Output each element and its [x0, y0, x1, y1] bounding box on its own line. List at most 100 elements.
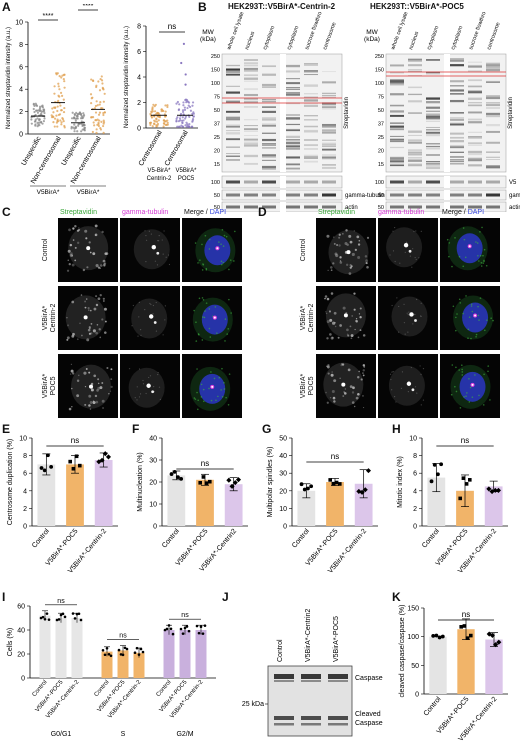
- band: [226, 118, 240, 121]
- band: [322, 166, 336, 169]
- data-point: [57, 85, 60, 88]
- lane-label: nucleus: [244, 31, 256, 51]
- data-point: [161, 109, 164, 112]
- data-point: [83, 128, 86, 131]
- band: [426, 193, 440, 197]
- band: [486, 141, 500, 144]
- data-point: [62, 77, 65, 81]
- band: [304, 70, 318, 72]
- speckle: [110, 378, 113, 381]
- band: [304, 180, 318, 184]
- data-point: [184, 73, 187, 76]
- data-point: [70, 127, 73, 130]
- speckle: [478, 260, 480, 262]
- data-point: [191, 120, 194, 123]
- data-point: [51, 107, 54, 110]
- speckle: [89, 327, 91, 330]
- band: [408, 149, 422, 151]
- data-point: [105, 647, 109, 650]
- data-point: [95, 131, 98, 134]
- data-point: [150, 111, 153, 114]
- band: [226, 124, 240, 127]
- y-tick-label: 8: [19, 42, 23, 49]
- speckle: [451, 364, 454, 366]
- band: [390, 80, 404, 82]
- speckle: [469, 386, 472, 389]
- band: [226, 64, 240, 67]
- data-point: [62, 98, 65, 101]
- speckle: [455, 329, 457, 332]
- band: [304, 160, 318, 163]
- lane-label: cytoplasm: [262, 25, 276, 51]
- mw-value: 20: [214, 149, 220, 155]
- cell-signal: [386, 227, 423, 268]
- speckle: [448, 255, 450, 258]
- data-point: [63, 86, 66, 89]
- speckle: [490, 317, 492, 320]
- band: [304, 84, 318, 87]
- band: [244, 62, 258, 65]
- speckle: [104, 262, 107, 265]
- speckle: [92, 329, 96, 333]
- speckle: [448, 242, 451, 244]
- band: [226, 85, 240, 87]
- y-tick-label: 0: [283, 524, 287, 531]
- band: [426, 131, 440, 134]
- speckle: [418, 257, 420, 259]
- data-point: [60, 109, 63, 112]
- data-point: [123, 646, 127, 650]
- speckle: [97, 386, 101, 390]
- band: [408, 154, 422, 156]
- data-point: [71, 111, 74, 114]
- micrograph-tile: [58, 218, 118, 282]
- data-point: [164, 115, 167, 118]
- band: [468, 121, 482, 124]
- cell-signal: [131, 298, 168, 339]
- speckle: [409, 255, 412, 257]
- data-point: [63, 126, 66, 129]
- data-point: [56, 125, 59, 128]
- y-tick-label: 4: [413, 488, 417, 495]
- data-point: [192, 115, 195, 118]
- speckle: [452, 305, 455, 308]
- band: [450, 144, 464, 147]
- data-point: [57, 618, 61, 621]
- speckle: [331, 336, 334, 339]
- band: [408, 58, 422, 60]
- data-point: [39, 466, 44, 470]
- band: [468, 144, 482, 146]
- centrosome-dot: [149, 314, 154, 319]
- data-point: [188, 123, 191, 126]
- speckle: [362, 372, 364, 374]
- band-label-cleaved: Caspase: [355, 720, 383, 727]
- data-point: [91, 130, 94, 134]
- speckle: [333, 379, 337, 383]
- band: [408, 163, 422, 165]
- speckle: [88, 404, 91, 407]
- micrograph-tile: [440, 218, 500, 282]
- mw-value: 250: [211, 54, 220, 60]
- speckle: [227, 328, 230, 330]
- band: [286, 139, 300, 141]
- band: [408, 86, 422, 89]
- band: [468, 118, 482, 121]
- data-point: [56, 105, 59, 108]
- band: [486, 62, 500, 65]
- mw-value: 50: [214, 108, 220, 114]
- band: [244, 162, 258, 165]
- centrosome-dot: [343, 313, 348, 318]
- speckle: [201, 339, 204, 341]
- speckle: [358, 313, 361, 315]
- speckle: [74, 259, 77, 262]
- speckle: [366, 236, 370, 239]
- band: [262, 99, 276, 101]
- centrosome-dot: [403, 243, 409, 248]
- data-point: [74, 454, 79, 459]
- data-point: [149, 123, 152, 126]
- band: [244, 128, 258, 130]
- band: [262, 125, 276, 127]
- band: [286, 82, 300, 85]
- y-tick-label: 0: [415, 692, 419, 699]
- speckle: [446, 238, 449, 241]
